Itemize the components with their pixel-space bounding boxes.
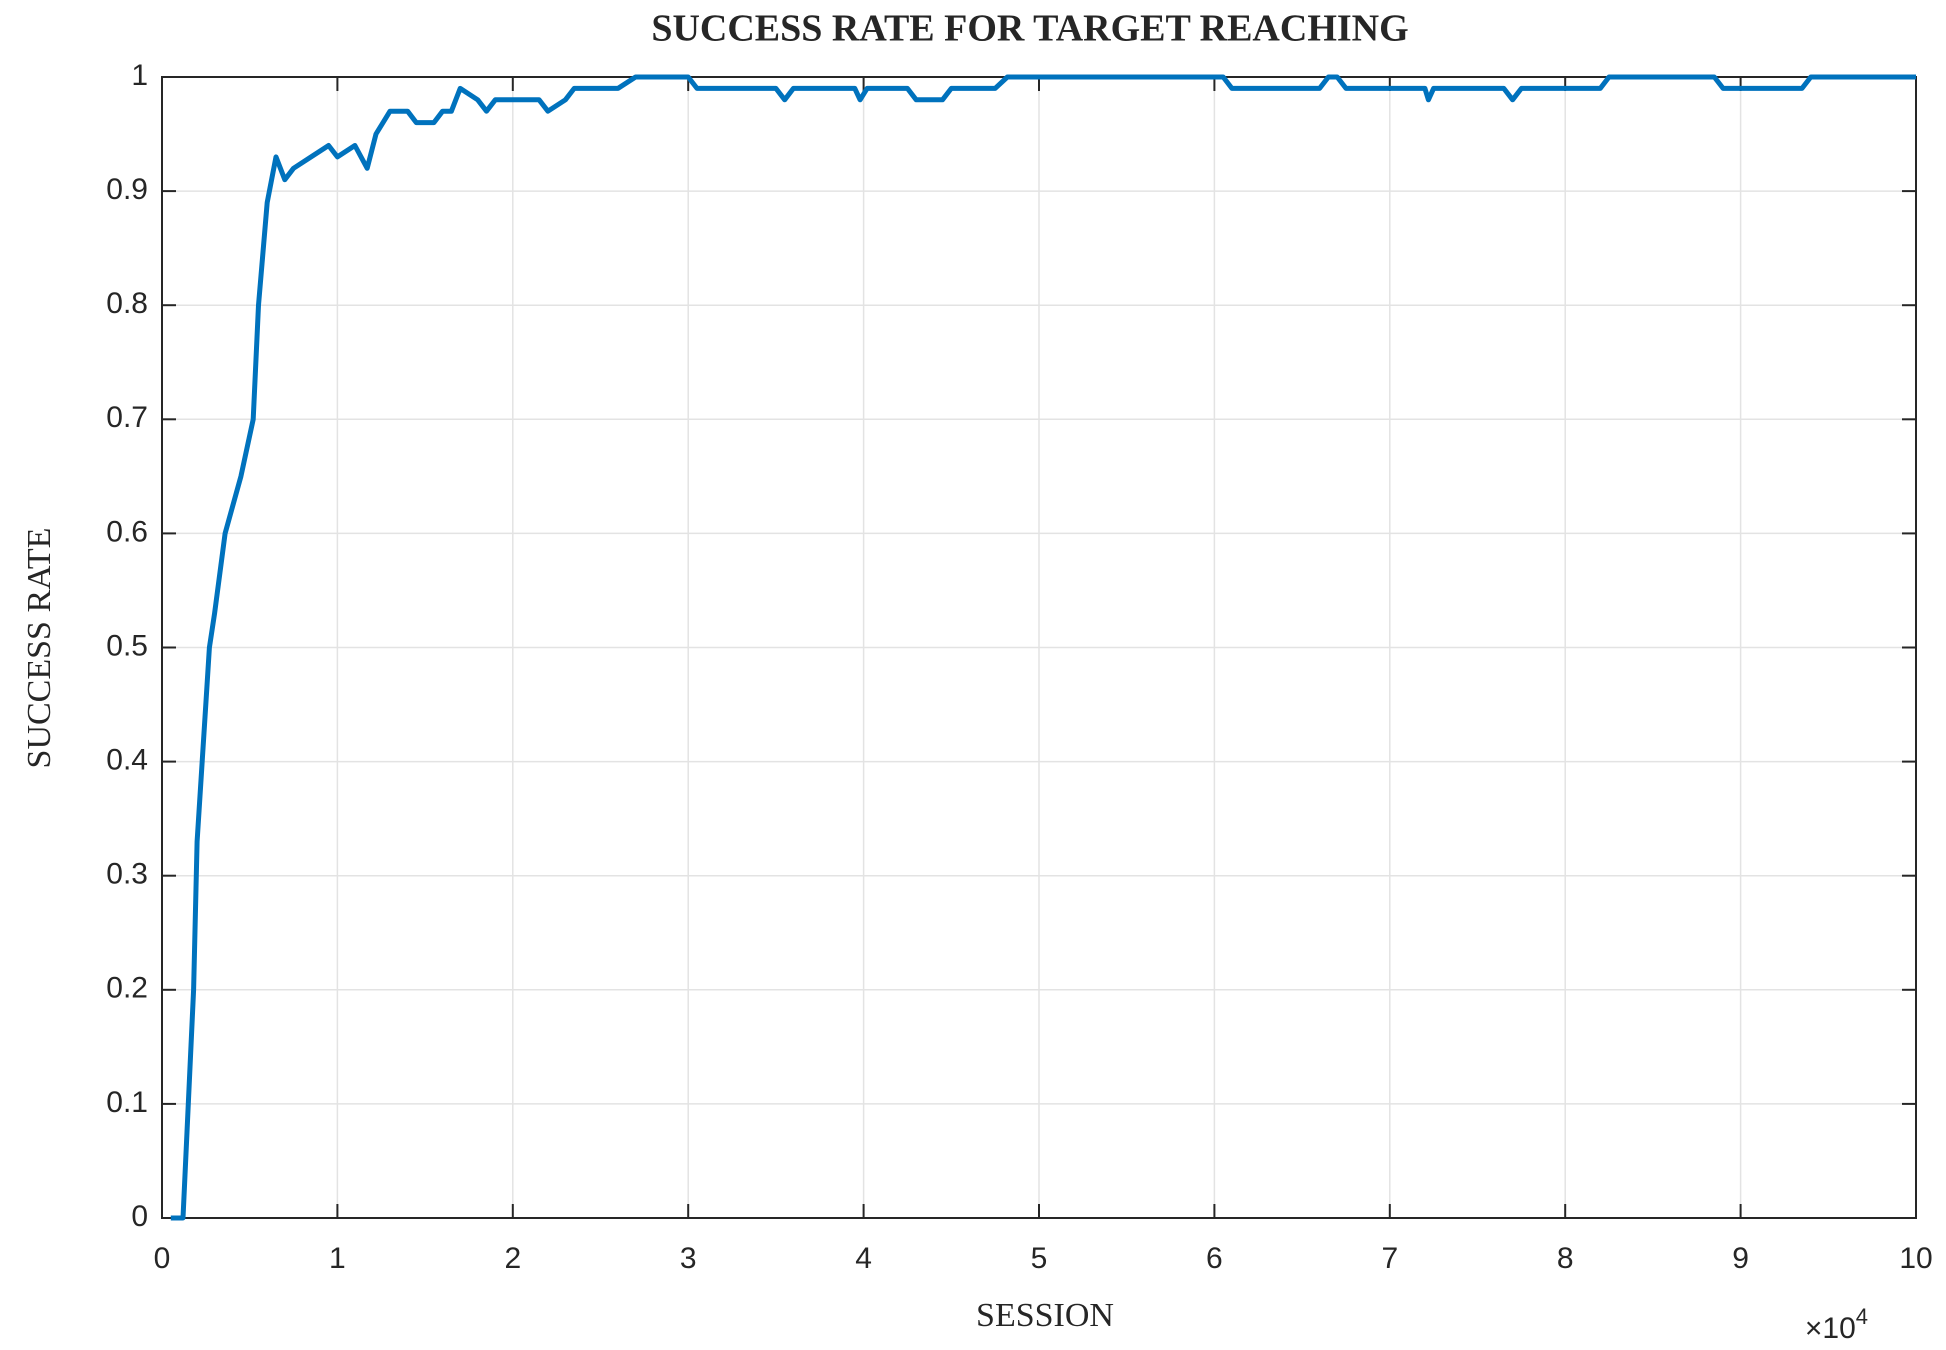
- chart-title: SUCCESS RATE FOR TARGET REACHING: [651, 8, 1408, 50]
- y-tick-label: 0.1: [106, 1086, 148, 1119]
- x-tick-label: 6: [1206, 1242, 1223, 1275]
- y-tick-label: 0.2: [106, 972, 148, 1005]
- x-tick-label: 3: [680, 1242, 697, 1275]
- x-tick-label: 4: [855, 1242, 872, 1275]
- y-tick-label: 0.9: [106, 173, 148, 206]
- y-tick-label: 0: [131, 1200, 148, 1233]
- x-multiplier: ×104: [1805, 1304, 1868, 1345]
- y-tick-label: 0.3: [106, 858, 148, 891]
- y-tick-label: 1: [131, 59, 148, 92]
- y-tick-label: 0.6: [106, 515, 148, 548]
- y-axis-label: SUCCESS RATE: [21, 528, 58, 769]
- x-tick-label: 8: [1557, 1242, 1574, 1275]
- x-multiplier-base: ×10: [1805, 1312, 1856, 1345]
- x-axis-label: SESSION: [976, 1297, 1114, 1334]
- x-tick-label: 0: [154, 1242, 171, 1275]
- x-tick-label: 2: [504, 1242, 521, 1275]
- y-tick-label: 0.4: [106, 744, 148, 777]
- x-tick-label: 9: [1732, 1242, 1749, 1275]
- x-tick-label: 1: [329, 1242, 346, 1275]
- x-tick-label: 7: [1381, 1242, 1398, 1275]
- x-tick-label: 5: [1031, 1242, 1048, 1275]
- y-tick-label: 0.8: [106, 287, 148, 320]
- y-tick-label: 0.5: [106, 629, 148, 662]
- data-line: [170, 74, 1916, 1221]
- y-tick-label: 0.7: [106, 401, 148, 434]
- x-tick-label: 10: [1899, 1242, 1932, 1275]
- x-multiplier-exponent: 4: [1856, 1304, 1868, 1329]
